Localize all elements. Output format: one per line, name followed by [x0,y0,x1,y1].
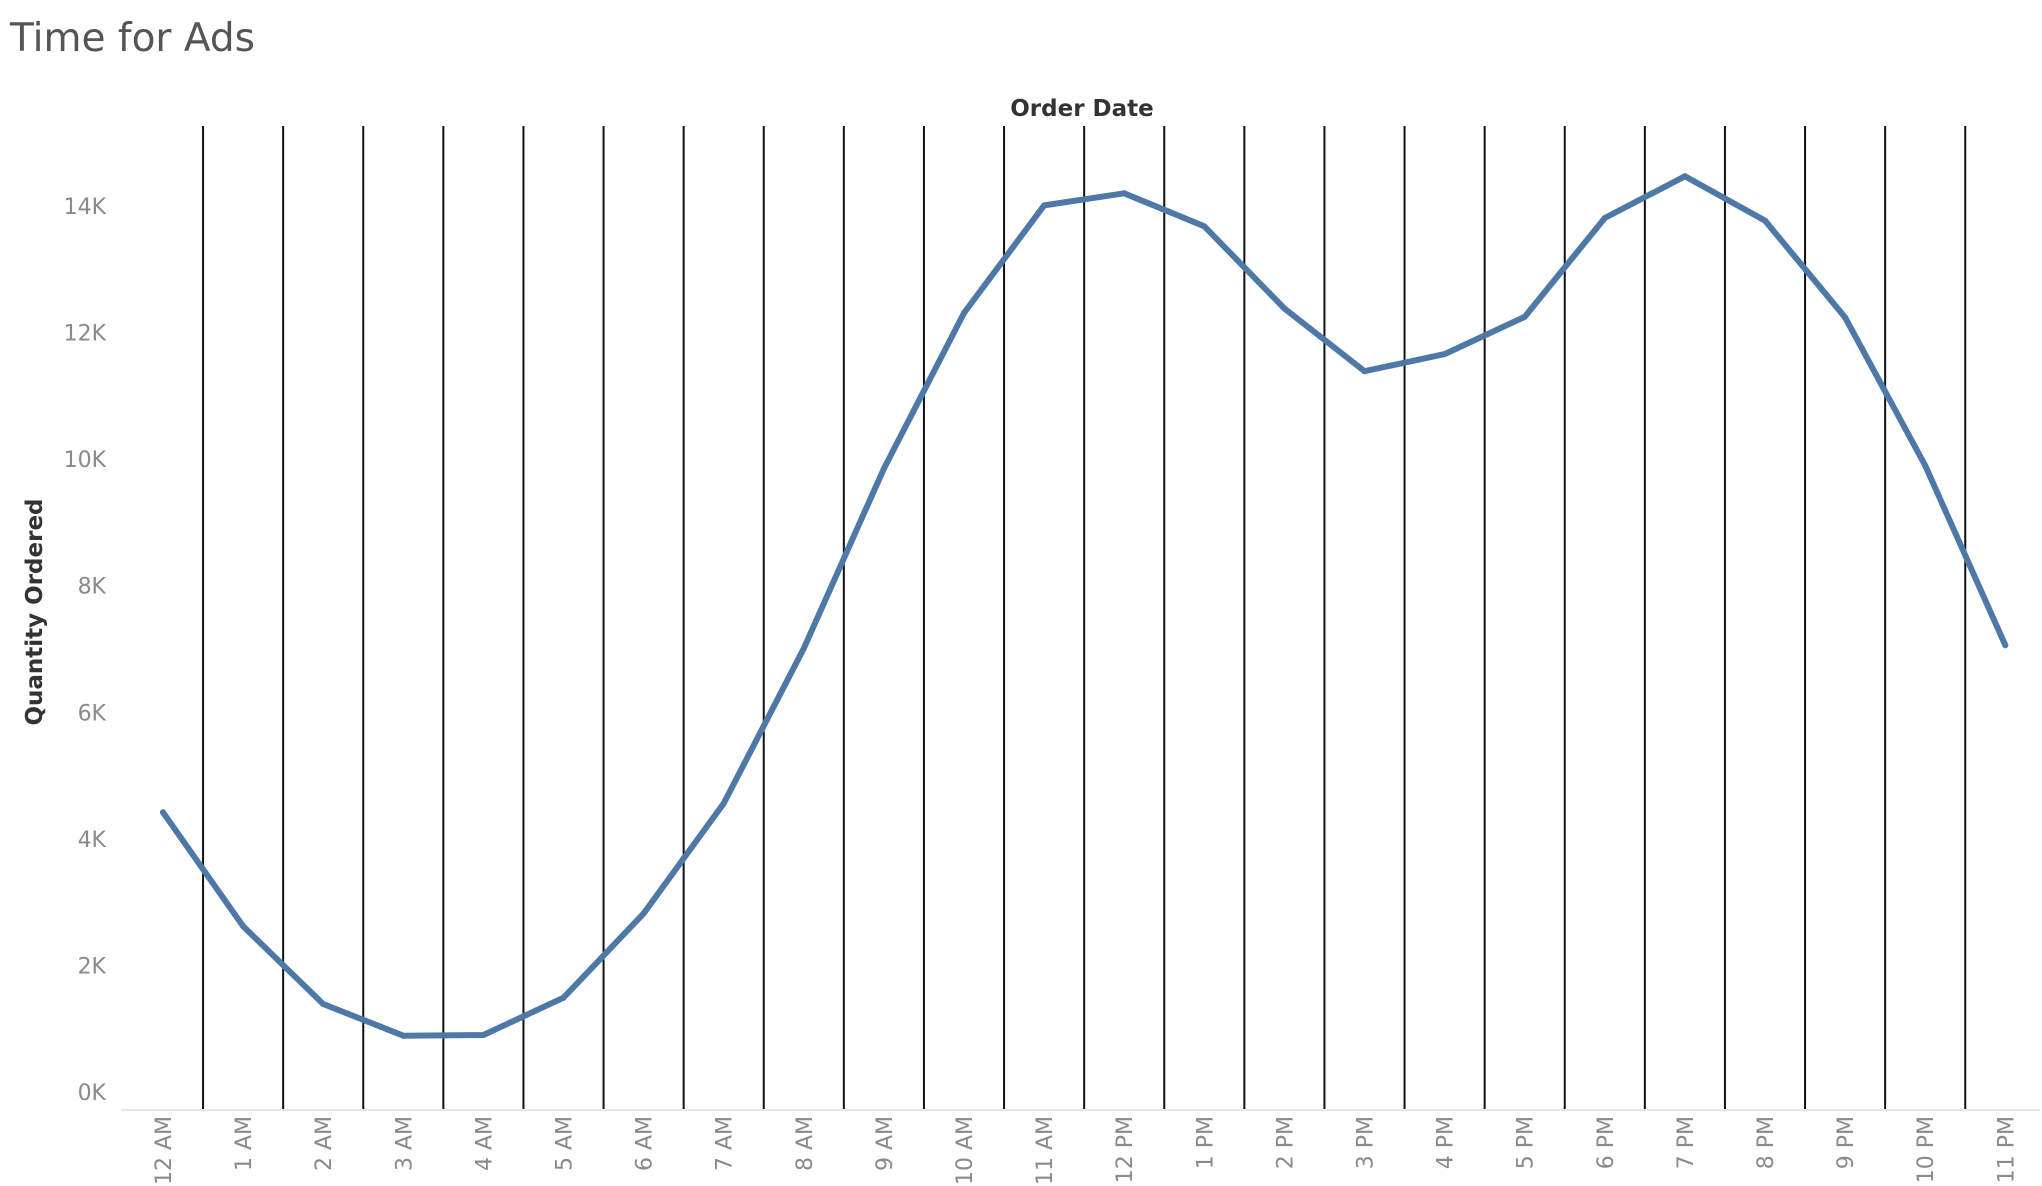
data-point [961,310,967,316]
x-tick-label: 8 AM [793,1116,818,1171]
x-tick-label: 3 AM [392,1116,417,1171]
data-point [1681,173,1688,180]
data-point [560,994,567,1001]
data-point [1441,351,1448,358]
x-tick-label: 7 PM [1674,1116,1699,1169]
data-point [240,923,247,930]
y-axis: 0K 2K 4K 6K 8K 10K 12K 14K [64,195,107,1106]
data-point [1922,462,1929,469]
data-point [1762,217,1768,224]
x-tick-label: 12 PM [1113,1116,1138,1183]
x-tick-label: 8 PM [1754,1116,1779,1169]
x-axis-title: Order Date [1010,96,1154,122]
y-tick-label: 6K [78,701,107,726]
x-tick-label: 7 AM [713,1116,738,1171]
data-point [640,910,647,917]
x-tick-label: 11 PM [1994,1116,2019,1183]
x-tick-label: 9 AM [873,1116,898,1171]
x-tick-label: 4 PM [1434,1116,1459,1169]
x-tick-label: 10 PM [1914,1116,1939,1183]
hour-dividers [202,126,1967,1110]
x-tick-label: 5 PM [1514,1116,1539,1169]
data-points [160,173,2009,1039]
x-tick-label: 5 AM [553,1116,578,1171]
y-tick-label: 8K [78,575,107,600]
y-tick-label: 4K [78,828,107,853]
y-tick-label: 14K [64,195,107,220]
y-tick-label: 10K [64,448,107,473]
data-point [160,809,166,816]
x-tick-label: 11 AM [1033,1116,1058,1185]
x-tick-label: 9 PM [1834,1116,1859,1169]
x-tick-label: 4 AM [472,1116,497,1171]
y-tick-label: 12K [64,322,107,347]
data-point [480,1032,487,1038]
x-tick-label: 6 PM [1594,1116,1619,1169]
x-axis: 12 AM 1 AM 2 AM 3 AM 4 AM 5 AM 6 AM 7 AM 8 AM 9 A… [152,1116,2019,1185]
x-tick-label: 2 PM [1273,1116,1298,1169]
data-point [800,645,807,652]
series-line-quantity-ordered [160,173,2009,1039]
y-tick-label: 0K [78,1081,107,1106]
data-point [1601,215,1608,221]
data-point [320,1001,327,1007]
x-tick-label: 3 PM [1354,1116,1379,1169]
data-point [1842,314,1849,321]
data-point [880,465,887,472]
chart-title: Time for Ads [10,16,255,61]
y-axis-title: Quantity Ordered [22,498,48,725]
data-point [400,1032,407,1039]
data-point [1521,313,1528,320]
x-tick-label: 6 AM [633,1116,658,1171]
x-tick-label: 1 AM [232,1116,257,1171]
x-tick-label: 12 AM [152,1116,177,1185]
data-point [2002,642,2009,649]
data-point [1201,223,1208,230]
data-point [720,800,727,807]
x-tick-label: 2 AM [312,1116,337,1171]
x-tick-label: 10 AM [953,1116,978,1185]
data-point [1281,305,1288,312]
data-point [1041,202,1048,209]
y-tick-label: 2K [78,954,107,979]
data-point [1121,190,1128,197]
x-tick-label: 1 PM [1193,1116,1218,1169]
data-point [1361,368,1368,375]
